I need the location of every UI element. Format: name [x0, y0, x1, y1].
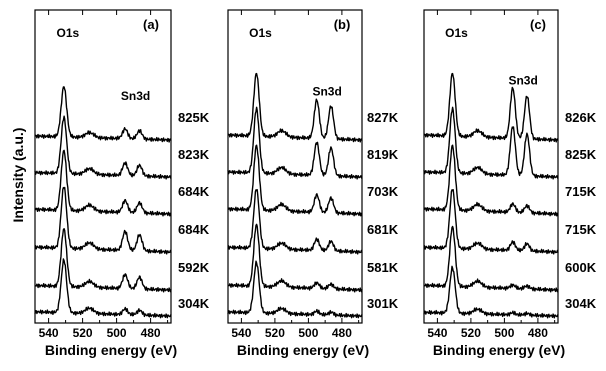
spectrum-line	[423, 144, 559, 217]
series-label: 715K	[565, 222, 597, 237]
series-label: 304K	[565, 296, 597, 311]
panel-label: (a)	[143, 17, 159, 32]
x-tick-label: 540	[231, 326, 251, 340]
x-tick-label: 520	[73, 326, 93, 340]
x-tick-label: 520	[461, 326, 481, 340]
plot-frame	[34, 9, 172, 324]
peak-label-o1s: O1s	[57, 26, 80, 40]
spectrum-line	[423, 265, 559, 319]
series-label: 827K	[367, 110, 399, 125]
x-tick-label: 500	[298, 326, 318, 340]
y-axis-label: Intensity (a.u.)	[10, 128, 26, 223]
x-tick-label: 520	[265, 326, 285, 340]
series-label: 301K	[367, 296, 399, 311]
spectrum-line	[227, 260, 363, 319]
series-label: 600K	[565, 260, 597, 275]
spectrum-line	[34, 186, 172, 255]
x-axis-label: Binding energy (eV)	[237, 342, 369, 358]
spectra-panel-3: 540 520 500 480 Binding energy (eV) (c) O1s Sn3…	[423, 9, 597, 358]
series-label: 592K	[178, 260, 210, 275]
series-label: 304K	[178, 296, 210, 311]
spectrum-line	[423, 189, 559, 255]
series-label: 715K	[565, 184, 597, 199]
series-label: 684K	[178, 222, 210, 237]
spectrum-line	[227, 189, 363, 255]
peak-label-o1s: O1s	[445, 26, 468, 40]
series-label: 823K	[178, 147, 210, 162]
x-tick-label: 480	[332, 326, 352, 340]
spectrum-line	[34, 149, 172, 217]
peak-label-sn3d: Sn3d	[121, 89, 150, 103]
spectrum-line	[34, 86, 172, 143]
spectrum-line	[423, 106, 559, 180]
peak-label-sn3d: Sn3d	[508, 74, 537, 88]
x-tick-label: 500	[107, 326, 127, 340]
series-label: 681K	[367, 222, 399, 237]
x-axis-label: Binding energy (eV)	[45, 342, 177, 358]
x-tick-label: 480	[141, 326, 161, 340]
spectrum-line	[34, 115, 172, 180]
spectrum-line	[227, 144, 363, 217]
x-tick-label: 540	[39, 326, 59, 340]
spectra-panel-1: 540 520 500 480 Binding energy (eV) (a) O1s Sn3…	[34, 9, 210, 358]
series-label: 703K	[367, 184, 399, 199]
peak-label-o1s: O1s	[249, 26, 272, 40]
x-tick-label: 540	[427, 326, 447, 340]
plot-frame	[423, 9, 559, 324]
panel-label: (c)	[530, 17, 546, 32]
spectrum-line	[34, 228, 172, 293]
series-label: 825K	[565, 147, 597, 162]
spectrum-line	[227, 223, 363, 293]
plot-frame	[227, 9, 363, 324]
series-label: 581K	[367, 260, 399, 275]
x-tick-label: 480	[528, 326, 548, 340]
spectrum-line	[227, 72, 363, 143]
spectra-panel-2: 540 520 500 480 Binding energy (eV) (b) O1s Sn3…	[227, 9, 399, 358]
panel-label: (b)	[334, 17, 351, 32]
x-axis-label: Binding energy (eV)	[433, 342, 565, 358]
spectrum-line	[423, 72, 559, 143]
series-label: 826K	[565, 110, 597, 125]
series-label: 825K	[178, 110, 210, 125]
spectrum-line	[227, 106, 363, 180]
spectrum-line	[34, 258, 172, 319]
x-tick-label: 500	[494, 326, 514, 340]
spectrum-line	[423, 225, 559, 293]
peak-label-sn3d: Sn3d	[312, 84, 341, 98]
series-label: 819K	[367, 147, 399, 162]
series-label: 684K	[178, 184, 210, 199]
